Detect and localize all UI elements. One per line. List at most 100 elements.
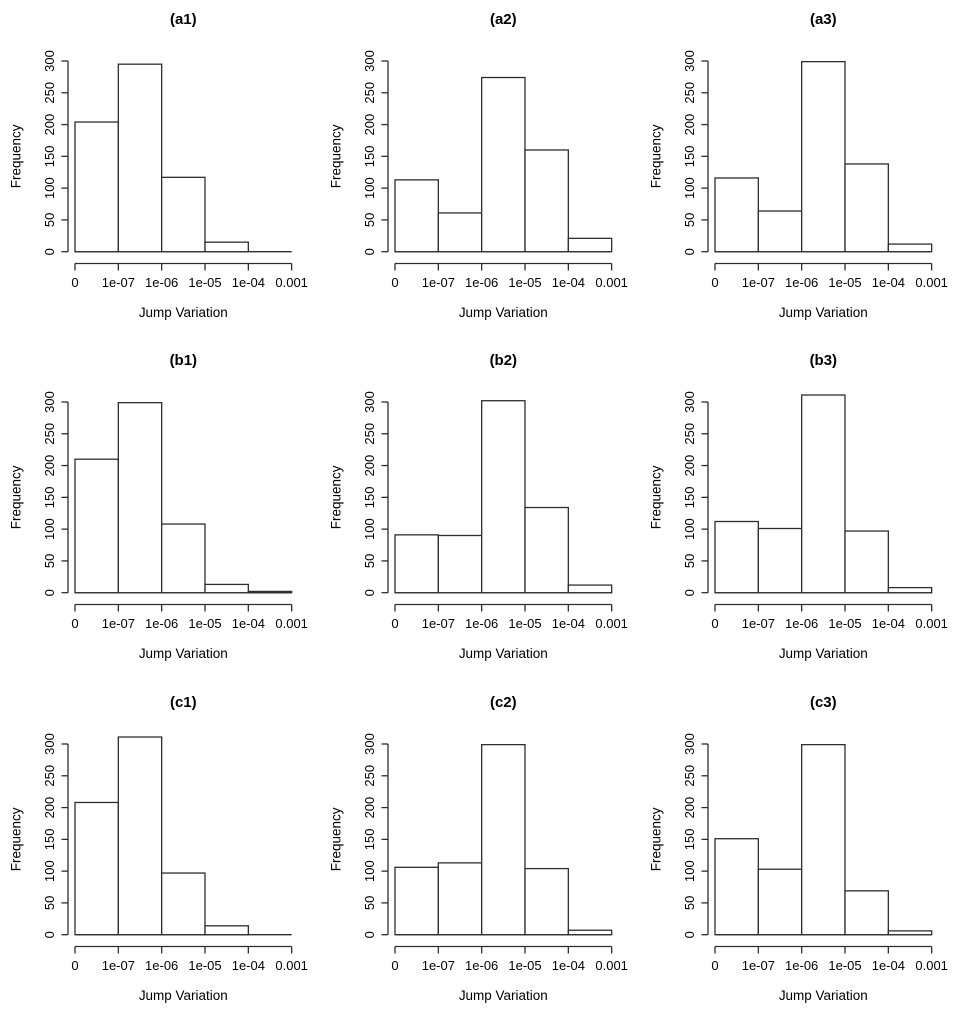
y-tick-label: 200: [682, 455, 697, 477]
y-tick-label: 150: [362, 146, 377, 168]
histogram-bar: [161, 176, 206, 253]
y-axis-title: Frequency: [9, 807, 24, 871]
histogram-c1: (c1) 0 50 100 150 200 250 300 Frequency 0 1e-07 1e-…: [9, 694, 308, 1003]
y-tick-label: 0: [362, 248, 377, 255]
y-tick-label: 300: [682, 733, 697, 755]
x-tick-label: 1e-06: [465, 958, 498, 973]
histogram-bar: [481, 400, 526, 594]
x-tick-label: 1e-04: [232, 958, 265, 973]
histogram-bar: [204, 241, 249, 253]
y-tick-label: 50: [682, 554, 697, 568]
x-tick-label: 0: [71, 616, 78, 631]
x-axis-title: Jump Variation: [139, 646, 228, 661]
y-tick-label: 150: [42, 487, 57, 509]
x-tick-label: 1e-07: [102, 958, 135, 973]
histogram-bar: [524, 149, 569, 253]
y-tick-label: 300: [682, 391, 697, 413]
histogram-bar: [714, 177, 759, 253]
x-tick-label: 0: [711, 616, 718, 631]
x-tick-label: 1e-07: [102, 275, 135, 290]
panel-title: (b3): [810, 352, 837, 369]
y-tick-label: 50: [682, 895, 697, 909]
y-tick-label: 250: [682, 423, 697, 445]
x-tick-label: 0: [391, 616, 398, 631]
histogram-bar: [757, 868, 803, 936]
y-tick-label: 250: [42, 82, 57, 104]
x-tick-label: 1e-04: [232, 616, 265, 631]
x-axis-title: Jump Variation: [139, 305, 228, 320]
x-tick-label: 1e-06: [785, 958, 818, 973]
y-tick-label: 50: [362, 213, 377, 227]
x-tick-label: 0.001: [275, 616, 308, 631]
x-tick-label: 1e-05: [188, 616, 221, 631]
x-tick-label: 1e-06: [465, 616, 498, 631]
x-tick-label: 0.001: [275, 275, 308, 290]
x-axis-title: Jump Variation: [459, 646, 548, 661]
y-tick-label: 50: [42, 213, 57, 227]
x-tick-label: 0: [391, 275, 398, 290]
y-tick-label: 200: [682, 796, 697, 818]
histogram-bar: [801, 394, 846, 594]
x-tick-label: 0: [711, 958, 718, 973]
x-tick-label: 0.001: [915, 275, 948, 290]
y-tick-label: 50: [682, 213, 697, 227]
histogram-bar: [481, 76, 526, 253]
y-axis-title: Frequency: [649, 466, 664, 530]
histogram-bar: [74, 121, 119, 253]
histogram-bar: [74, 801, 119, 936]
x-tick-label: 0.001: [595, 616, 628, 631]
x-tick-label: 1e-06: [785, 275, 818, 290]
histogram-panel: (a1) 0 50 100 150 200 250 300 Frequency 0 1e-07 1e-…: [0, 0, 320, 341]
histogram-bar: [714, 521, 759, 594]
x-tick-label: 1e-05: [508, 275, 541, 290]
histogram-bar: [714, 837, 759, 936]
histogram-bar: [117, 736, 163, 936]
histogram-bar: [204, 924, 249, 936]
x-tick-label: 1e-04: [872, 958, 905, 973]
x-tick-label: 0: [391, 958, 398, 973]
histogram-bar: [567, 584, 613, 594]
y-tick-label: 0: [42, 248, 57, 255]
histogram-panel: (a2) 0 50 100 150 200 250 300 Frequency 0 1e-07 1e-…: [320, 0, 640, 341]
y-tick-label: 100: [362, 860, 377, 882]
y-tick-label: 100: [362, 519, 377, 541]
y-tick-label: 250: [682, 82, 697, 104]
histogram-bar: [161, 872, 206, 936]
x-tick-label: 1e-07: [422, 616, 455, 631]
histogram-bar: [524, 867, 569, 936]
histogram-bar: [394, 866, 439, 936]
x-tick-label: 0: [711, 275, 718, 290]
histogram-panel: (b1) 0 50 100 150 200 250 300 Frequency 0 1e-07 1e-…: [0, 341, 320, 682]
histogram-bar: [524, 507, 569, 594]
panel-title: (b2): [490, 352, 517, 369]
panel-title: (c2): [490, 694, 517, 711]
histogram-panel: (b3) 0 50 100 150 200 250 300 Frequency 0 1e-07 1e-…: [640, 341, 960, 682]
y-tick-label: 0: [682, 248, 697, 255]
y-tick-label: 0: [362, 589, 377, 596]
y-tick-label: 150: [682, 828, 697, 850]
histogram-panel: (c2) 0 50 100 150 200 250 300 Frequency 0 1e-07 1e-…: [320, 683, 640, 1024]
histogram-bar: [204, 584, 249, 594]
y-axis-title: Frequency: [9, 466, 24, 530]
y-tick-label: 300: [42, 50, 57, 72]
x-tick-label: 1e-07: [742, 958, 775, 973]
panel-title: (c3): [810, 694, 837, 711]
x-tick-label: 1e-04: [872, 616, 905, 631]
y-tick-label: 0: [682, 931, 697, 938]
x-tick-label: 0.001: [595, 275, 628, 290]
y-tick-label: 150: [682, 487, 697, 509]
panel-title: (c1): [170, 694, 197, 711]
x-tick-label: 1e-04: [872, 275, 905, 290]
y-tick-label: 300: [682, 50, 697, 72]
y-tick-label: 150: [42, 146, 57, 168]
histogram-b2: (b2) 0 50 100 150 200 250 300 Frequency 0 1e-07 1e-…: [329, 352, 628, 661]
histogram-panel: (c3) 0 50 100 150 200 250 300 Frequency 0 1e-07 1e-…: [640, 683, 960, 1024]
y-axis-title: Frequency: [649, 807, 664, 871]
y-tick-label: 150: [42, 828, 57, 850]
histogram-bar: [161, 523, 206, 594]
x-tick-label: 0.001: [275, 958, 308, 973]
y-tick-label: 250: [362, 82, 377, 104]
x-tick-label: 1e-06: [145, 616, 178, 631]
y-tick-label: 200: [362, 114, 377, 136]
x-tick-label: 1e-07: [742, 275, 775, 290]
